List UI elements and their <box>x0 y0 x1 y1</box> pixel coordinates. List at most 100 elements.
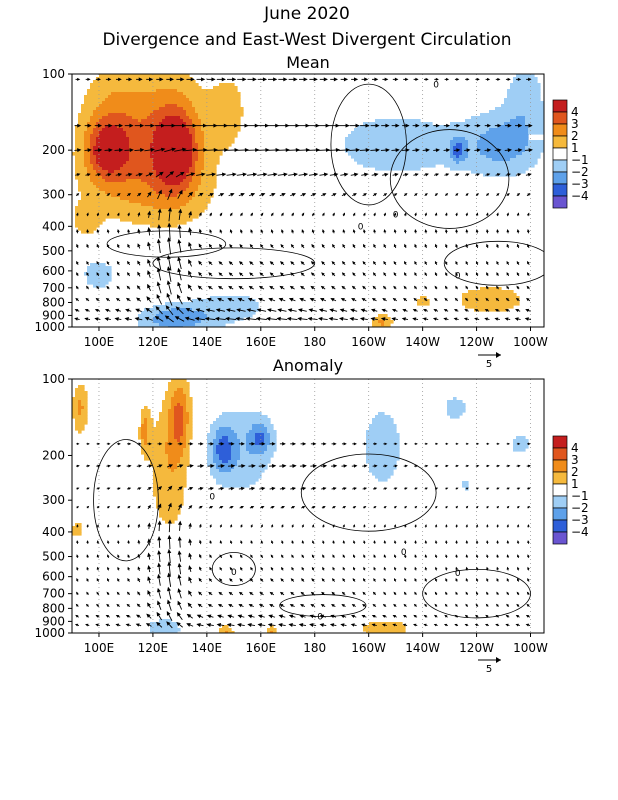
wind-vector-head <box>147 504 151 509</box>
wind-vector-head <box>188 504 193 509</box>
wind-vector-head <box>444 614 448 618</box>
reference-vector-label: 5 <box>486 359 492 370</box>
wind-vector-head <box>415 464 419 468</box>
wind-vector-head <box>198 228 203 233</box>
wind-vector-head <box>433 623 437 627</box>
field-cell <box>264 442 271 446</box>
wind-vector-head <box>281 229 284 233</box>
field-cell <box>375 119 421 123</box>
field-cell <box>267 430 277 434</box>
wind-vector-head <box>217 604 222 608</box>
colorbar-swatch <box>552 495 568 509</box>
wind-vector-head <box>239 243 243 248</box>
field-cell <box>159 176 187 180</box>
field-cell <box>186 110 196 114</box>
wind-vector-head <box>257 614 263 619</box>
field-cell <box>375 475 391 479</box>
wind-vector-head <box>269 591 274 596</box>
wind-vector-head <box>219 524 222 527</box>
field-cell <box>192 125 202 129</box>
plot-frame <box>71 73 545 328</box>
field-cell <box>177 403 181 407</box>
wind-vector-head <box>86 212 89 216</box>
wind-vector-head <box>168 464 174 468</box>
colorbar-swatch <box>552 435 568 449</box>
field-cell <box>264 433 271 437</box>
wind-vector-head <box>333 442 337 446</box>
colorbar-label: 4 <box>571 441 579 455</box>
field-cell <box>186 397 193 401</box>
field-cell <box>465 158 493 162</box>
wind-vector-head <box>250 524 253 527</box>
wind-vector-head <box>167 534 172 540</box>
wind-vector-head <box>383 243 387 248</box>
wind-vector-head <box>86 193 90 196</box>
field-cell <box>471 116 517 120</box>
wind-vector-head <box>517 464 521 468</box>
wind-vector-head <box>445 566 448 570</box>
wind-vector-head <box>281 524 284 527</box>
wind-vector-head <box>383 272 387 276</box>
wind-vector-head <box>363 243 366 248</box>
wind-vector-head <box>322 212 325 216</box>
wind-vector-head <box>319 623 324 627</box>
wind-vector-head <box>425 487 428 490</box>
field-cell <box>195 170 202 174</box>
field-cell <box>81 110 94 114</box>
wind-vector-head <box>485 285 489 289</box>
field-cell <box>156 505 181 509</box>
field-cell <box>516 74 535 78</box>
wind-vector-head <box>414 524 417 527</box>
wind-vector-head <box>485 623 489 627</box>
field-cell <box>231 445 241 449</box>
field-cell <box>213 442 220 446</box>
field-cell <box>90 116 103 120</box>
wind-vector-head <box>188 259 192 264</box>
field-cell <box>180 116 190 120</box>
wind-vector-head <box>455 285 458 289</box>
wind-vector-head <box>403 285 407 289</box>
wind-vector-head <box>345 123 350 128</box>
wind-vector-head <box>318 308 324 313</box>
wind-vector-head <box>300 604 304 608</box>
field-cell <box>228 631 235 633</box>
wind-vector-head <box>332 506 336 509</box>
wind-vector-head <box>495 623 499 627</box>
field-cell <box>375 415 391 419</box>
field-cell <box>168 466 178 470</box>
field-cell <box>246 433 256 437</box>
reference-arrow-head <box>496 657 501 663</box>
field-cell <box>189 116 199 120</box>
field-cell <box>195 323 226 327</box>
wind-vector-head <box>250 566 253 571</box>
wind-vector-head <box>96 578 100 582</box>
field-cell <box>486 155 517 159</box>
wind-vector-head <box>486 577 489 582</box>
field-cell <box>132 221 187 225</box>
wind-vector-head <box>255 316 261 321</box>
wind-vector-head <box>201 77 206 82</box>
wind-vector-head <box>76 554 79 558</box>
wind-vector-head <box>75 285 79 289</box>
field-cell <box>489 128 529 132</box>
wind-vector-head <box>259 591 264 596</box>
wind-vector-head <box>239 566 243 571</box>
field-cell <box>153 475 187 479</box>
wind-vector-head <box>96 505 100 509</box>
wind-vector-head <box>219 229 223 233</box>
field-cell <box>183 424 187 428</box>
field-cell <box>219 469 232 473</box>
wind-vector-head <box>424 260 428 265</box>
field-cell <box>204 161 220 165</box>
field-cell <box>156 125 187 129</box>
field-cell <box>177 89 238 93</box>
wind-vector-head <box>342 229 346 233</box>
wind-vector-head <box>455 505 458 509</box>
field-cell <box>345 143 451 147</box>
field-cell <box>147 430 169 434</box>
x-tick-label: 120E <box>138 641 169 655</box>
field-cell <box>120 167 154 171</box>
wind-vector-head <box>209 554 212 558</box>
wind-vector-head <box>331 285 335 290</box>
